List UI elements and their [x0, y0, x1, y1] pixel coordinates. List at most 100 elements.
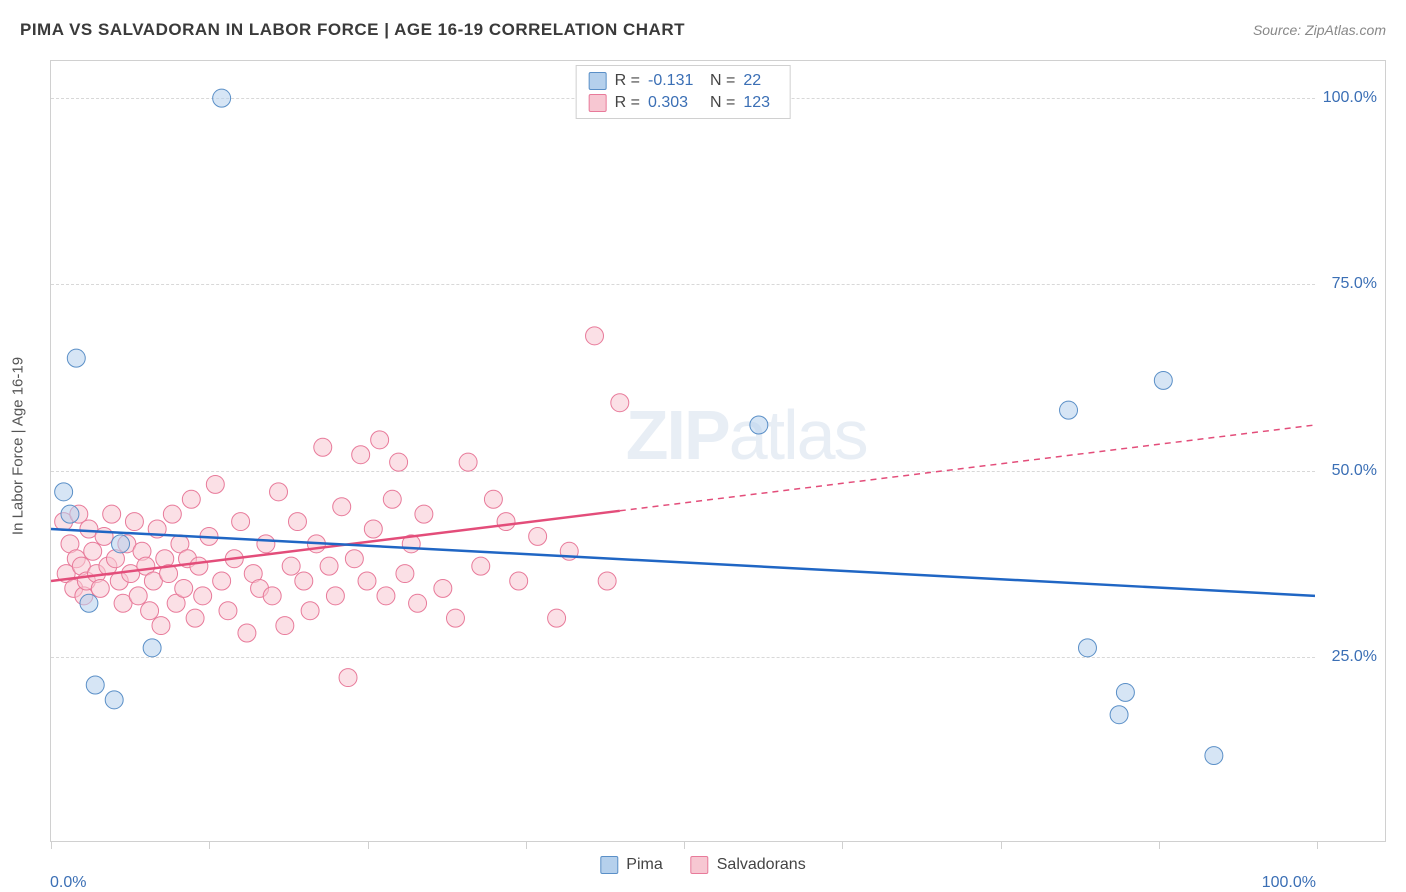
data-point: [186, 609, 204, 627]
data-point: [1154, 371, 1172, 389]
data-point: [194, 587, 212, 605]
data-point: [529, 527, 547, 545]
x-axis-max-label: 100.0%: [1262, 874, 1316, 892]
data-point: [295, 572, 313, 590]
x-tick: [684, 841, 685, 849]
data-point: [301, 602, 319, 620]
data-point: [446, 609, 464, 627]
data-point: [497, 513, 515, 531]
data-point: [182, 490, 200, 508]
data-point: [415, 505, 433, 523]
data-point: [206, 475, 224, 493]
data-point: [459, 453, 477, 471]
data-point: [232, 513, 250, 531]
plot-region: ZIPatlas R = -0.131 N = 22R = 0.303 N = …: [51, 61, 1315, 841]
data-point: [510, 572, 528, 590]
legend-label: Pima: [626, 856, 662, 874]
data-point: [103, 505, 121, 523]
data-point: [238, 624, 256, 642]
data-point: [213, 89, 231, 107]
legend-label: Salvadorans: [717, 856, 806, 874]
x-axis-min-label: 0.0%: [50, 874, 86, 892]
data-point: [1110, 706, 1128, 724]
data-point: [91, 579, 109, 597]
data-point: [125, 513, 143, 531]
data-point: [548, 609, 566, 627]
data-point: [129, 587, 147, 605]
data-point: [257, 535, 275, 553]
y-tick-label: 100.0%: [1323, 89, 1377, 107]
data-point: [175, 579, 193, 597]
data-point: [586, 327, 604, 345]
n-label: N =: [710, 72, 735, 90]
data-point: [1060, 401, 1078, 419]
data-point: [141, 602, 159, 620]
chart-area: ZIPatlas R = -0.131 N = 22R = 0.303 N = …: [50, 60, 1386, 842]
trend-line-extrapolated: [620, 425, 1315, 511]
data-point: [219, 602, 237, 620]
data-point: [61, 505, 79, 523]
data-point: [320, 557, 338, 575]
n-value: 123: [743, 94, 777, 112]
x-tick: [842, 841, 843, 849]
x-tick: [1159, 841, 1160, 849]
data-point: [263, 587, 281, 605]
data-point: [276, 617, 294, 635]
legend-row: R = 0.303 N = 123: [589, 92, 778, 114]
x-tick: [526, 841, 527, 849]
data-point: [377, 587, 395, 605]
data-point: [326, 587, 344, 605]
r-label: R =: [615, 72, 640, 90]
data-point: [339, 669, 357, 687]
legend-correlation: R = -0.131 N = 22R = 0.303 N = 123: [576, 65, 791, 119]
data-point: [55, 483, 73, 501]
data-point: [95, 527, 113, 545]
data-point: [80, 594, 98, 612]
data-point: [390, 453, 408, 471]
r-value: 0.303: [648, 94, 702, 112]
data-point: [434, 579, 452, 597]
data-point: [364, 520, 382, 538]
data-point: [67, 349, 85, 367]
x-tick: [1317, 841, 1318, 849]
data-point: [1078, 639, 1096, 657]
data-point: [84, 542, 102, 560]
data-point: [86, 676, 104, 694]
data-point: [598, 572, 616, 590]
data-point: [314, 438, 332, 456]
n-value: 22: [743, 72, 777, 90]
x-tick: [51, 841, 52, 849]
data-point: [1116, 683, 1134, 701]
y-axis-label: In Labor Force | Age 16-19: [10, 357, 27, 535]
scatter-svg: [51, 61, 1315, 841]
r-label: R =: [615, 94, 640, 112]
data-point: [750, 416, 768, 434]
legend-swatch: [691, 856, 709, 874]
data-point: [163, 505, 181, 523]
y-tick-label: 75.0%: [1332, 275, 1377, 293]
data-point: [282, 557, 300, 575]
data-point: [190, 557, 208, 575]
data-point: [484, 490, 502, 508]
data-point: [345, 550, 363, 568]
data-point: [333, 498, 351, 516]
y-tick-label: 50.0%: [1332, 462, 1377, 480]
legend-swatch: [589, 72, 607, 90]
legend-series: Pima Salvadorans: [600, 856, 805, 874]
data-point: [371, 431, 389, 449]
data-point: [472, 557, 490, 575]
data-point: [358, 572, 376, 590]
data-point: [352, 446, 370, 464]
data-point: [143, 639, 161, 657]
y-tick-label: 25.0%: [1332, 648, 1377, 666]
n-label: N =: [710, 94, 735, 112]
data-point: [1205, 747, 1223, 765]
data-point: [213, 572, 231, 590]
source-label: Source: ZipAtlas.com: [1253, 22, 1386, 38]
data-point: [611, 394, 629, 412]
x-tick: [1001, 841, 1002, 849]
data-point: [409, 594, 427, 612]
data-point: [396, 565, 414, 583]
legend-item: Salvadorans: [691, 856, 806, 874]
legend-swatch: [589, 94, 607, 112]
